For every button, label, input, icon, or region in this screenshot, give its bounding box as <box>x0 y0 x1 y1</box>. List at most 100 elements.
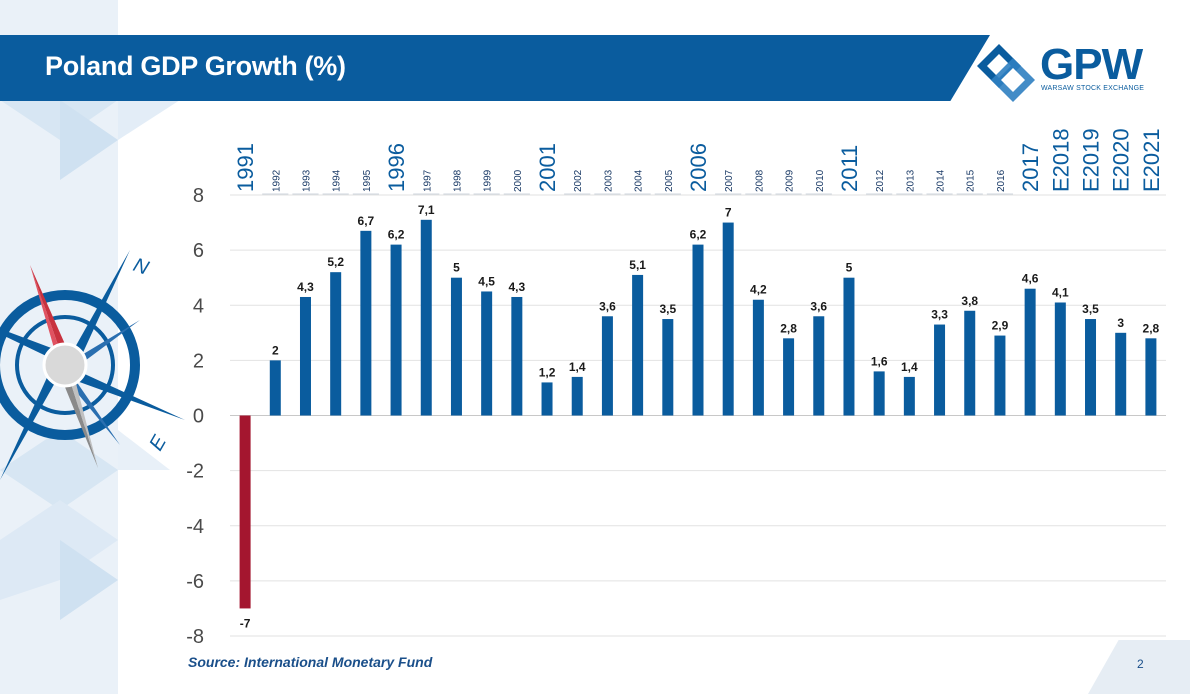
bar-value-label: 4,5 <box>478 274 495 288</box>
x-axis-year-label: 2000 <box>513 169 524 192</box>
bar <box>903 376 915 416</box>
x-axis-year-label: 2002 <box>573 169 584 192</box>
bar <box>843 277 855 416</box>
x-axis-year-label: E2021 <box>1139 128 1164 192</box>
bar <box>692 244 704 416</box>
bar-value-label: 7,1 <box>418 203 435 217</box>
x-axis-year-label: 2004 <box>634 169 645 192</box>
bar-value-label: 6,7 <box>358 214 375 228</box>
compass-north-label: N <box>130 254 152 280</box>
bar <box>299 296 311 416</box>
x-axis-year-label: 1997 <box>422 169 433 192</box>
bar <box>330 272 342 416</box>
x-axis-year-label: 2014 <box>936 169 947 192</box>
decor-diamond <box>60 100 118 180</box>
bar <box>1054 302 1066 416</box>
bar-value-label: -7 <box>240 616 251 630</box>
bar-value-label: 4,2 <box>750 283 767 297</box>
bar <box>1115 332 1127 416</box>
x-axis-year-label: 2007 <box>724 169 735 192</box>
decor-triangle <box>118 430 170 470</box>
bar-value-label: 2 <box>272 343 279 357</box>
page-number: 2 <box>1137 657 1144 671</box>
x-axis-year-label: 2011 <box>837 145 862 192</box>
page-title: Poland GDP Growth (%) <box>45 51 346 81</box>
bar-value-label: 1,4 <box>569 360 586 374</box>
bar <box>1024 288 1036 416</box>
bar <box>632 274 644 416</box>
bar-value-label: 1,2 <box>539 365 556 379</box>
y-tick-label: 0 <box>193 406 204 428</box>
x-axis-year-label: 1996 <box>384 143 409 192</box>
bar-value-label: 5,2 <box>327 255 344 269</box>
y-tick-label: -6 <box>186 571 204 593</box>
decor-diamond <box>0 430 118 510</box>
x-axis-year-label: E2018 <box>1048 128 1073 192</box>
x-axis-year-label: 1993 <box>301 169 312 192</box>
x-axis-year-label: 2006 <box>686 143 711 192</box>
bar-value-label: 2,8 <box>1143 321 1160 335</box>
x-axis-year-label: E2020 <box>1109 128 1134 192</box>
bar-value-label: 3,5 <box>1082 302 1099 316</box>
logo-subtitle: WARSAW STOCK EXCHANGE <box>1041 85 1145 92</box>
x-axis-year-label: 1994 <box>332 169 343 192</box>
bar <box>541 382 553 416</box>
bar-value-label: 4,3 <box>508 280 525 294</box>
bar-value-label: 7 <box>725 206 732 220</box>
bar <box>934 324 946 416</box>
x-axis-year-label: 2017 <box>1018 143 1043 192</box>
gpw-logo-icon <box>977 44 1035 102</box>
x-axis-year-label: 2008 <box>754 169 765 192</box>
bar <box>1085 319 1097 416</box>
decor-diamond <box>0 500 118 600</box>
compass-rose-icon: N E <box>0 250 185 480</box>
x-axis-year-label: 2015 <box>966 169 977 192</box>
bar-value-label: 3,6 <box>599 299 616 313</box>
bar <box>420 219 432 416</box>
y-tick-label: -8 <box>186 626 204 648</box>
y-axis: 8 6 4 2 0 -2 -4 -6 -8 <box>186 185 204 648</box>
bar <box>360 230 372 416</box>
x-axis-year-label: 2016 <box>996 169 1007 192</box>
y-tick-label: 2 <box>193 350 204 372</box>
decor-triangle <box>118 100 180 140</box>
bar <box>390 244 402 416</box>
bar-value-label: 4,6 <box>1022 272 1039 286</box>
title-band <box>0 35 990 101</box>
y-tick-label: -4 <box>186 516 204 538</box>
bar <box>722 222 734 416</box>
bar-value-label: 1,4 <box>901 360 918 374</box>
bar <box>994 335 1006 416</box>
x-axis-year-label: 1992 <box>271 169 282 192</box>
x-axis-year-label: 2013 <box>905 169 916 192</box>
x-axis-year-label: 1995 <box>362 169 373 192</box>
x-axis-year-label: 2001 <box>535 143 560 192</box>
y-tick-label: 4 <box>193 295 204 317</box>
bar-value-label: 4,1 <box>1052 285 1069 299</box>
x-axis-year-label: 2003 <box>603 169 614 192</box>
bar <box>601 316 613 416</box>
x-axis-year-label: 2010 <box>815 169 826 192</box>
x-axis-year-label: E2019 <box>1079 128 1104 192</box>
bar-value-label: 3 <box>1117 316 1124 330</box>
logo-name: GPW <box>1040 40 1143 89</box>
bar-value-label: 2,9 <box>992 319 1009 333</box>
bar <box>873 371 885 416</box>
bar <box>1145 338 1157 416</box>
bar-value-label: 5,1 <box>629 258 646 272</box>
bar-value-label: 1,6 <box>871 354 888 368</box>
chart-bars <box>239 219 1157 609</box>
bar <box>481 291 493 416</box>
x-axis-year-label: 1998 <box>452 169 463 192</box>
bar-value-label: 3,3 <box>931 308 948 322</box>
x-axis-year-labels: 1991 1992 1993 1994 1995 1996 1997 1998 1999 2000… <box>233 128 1164 195</box>
bar <box>813 316 825 416</box>
x-axis-year-label: 2012 <box>875 169 886 192</box>
y-tick-label: 6 <box>193 240 204 262</box>
y-tick-label: -2 <box>186 461 204 483</box>
bar-value-label: 3,8 <box>961 294 978 308</box>
bar <box>571 376 583 416</box>
x-axis-year-label: 1999 <box>483 169 494 192</box>
x-axis-year-label: 2009 <box>785 169 796 192</box>
